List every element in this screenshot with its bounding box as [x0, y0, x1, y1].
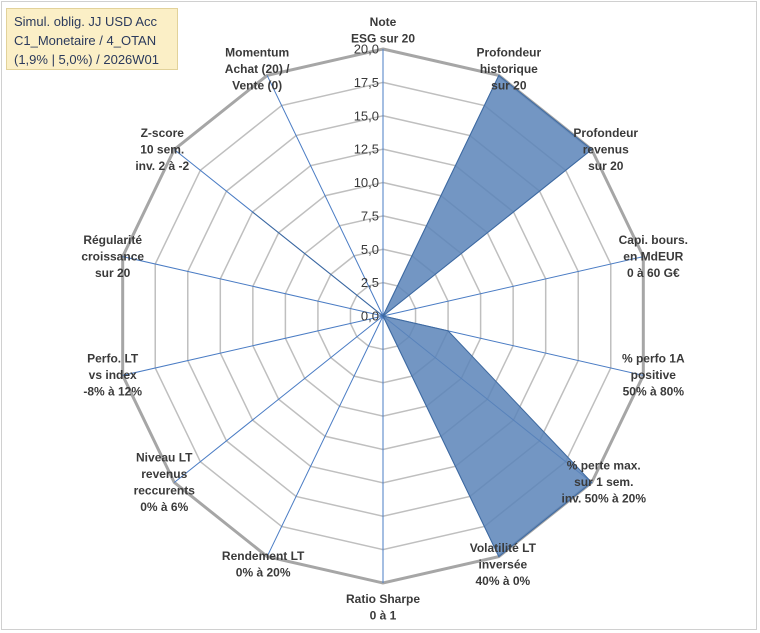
title-line-2: C1_Monetaire / 4_OTAN	[14, 33, 157, 48]
axis-label-7-line-0: Ratio Sharpe	[346, 592, 420, 606]
spoke-8	[266, 315, 384, 557]
axis-label-12-line-1: 10 sem.	[140, 142, 184, 156]
axis-label-13-line-1: Achat (20) /	[225, 62, 290, 76]
axis-label-6: Volatilité LT inversée 40% à 0%	[470, 541, 537, 588]
axis-label-11: Régularité croissance sur 20	[81, 233, 144, 280]
axis-label-4: % perfo 1A positive 50% à 80%	[622, 352, 685, 399]
tick-label-0: 0,0	[361, 309, 379, 324]
axis-label-13-line-2: Vente (0)	[232, 79, 282, 93]
tick-label-4: 10,0	[354, 175, 379, 190]
tick-label-7: 17,5	[354, 75, 379, 90]
axis-label-1-line-1: historique	[480, 62, 538, 76]
tick-label-3: 7,5	[361, 208, 379, 223]
radar-axis-labels: Note ESG sur 20 Profondeur historique sur 20…	[81, 15, 688, 623]
axis-label-13: Momentum Achat (20) / Vente (0)	[225, 46, 290, 93]
axis-label-9-line-1: revenus	[141, 467, 187, 481]
tick-label-1: 2,5	[361, 275, 379, 290]
axis-label-11-line-1: croissance	[81, 249, 144, 263]
axis-label-4-line-2: 50% à 80%	[623, 385, 685, 399]
axis-label-0-line-0: Note	[370, 15, 397, 29]
tick-label-8: 20,0	[354, 42, 379, 57]
axis-label-9-line-2: reccurents	[134, 483, 196, 497]
title-line-1: Simul. oblig. JJ USD Acc	[14, 14, 158, 29]
axis-label-0: Note ESG sur 20	[351, 15, 415, 46]
axis-label-10-line-1: vs index	[89, 368, 137, 382]
axis-label-12-line-0: Z-score	[141, 126, 185, 140]
axis-label-7: Ratio Sharpe 0 à 1	[346, 592, 420, 623]
spoke-3	[382, 256, 644, 317]
tick-label-2: 5,0	[361, 242, 379, 257]
axis-label-3-line-0: Capi. bours.	[619, 233, 688, 247]
axis-label-0-line-1: ESG sur 20	[351, 32, 415, 46]
radar-series	[252, 74, 593, 558]
axis-label-5-line-1: sur 1 sem.	[574, 475, 633, 489]
axis-label-10: Perfo. LT vs index -8% à 12%	[83, 352, 142, 399]
series-area	[252, 74, 593, 558]
axis-label-2-line-0: Profondeur	[573, 126, 638, 140]
axis-label-3: Capi. bours. en MdEUR 0 à 60 G€	[619, 233, 688, 280]
axis-label-6-line-2: 40% à 0%	[475, 574, 530, 588]
axis-label-7-line-1: 0 à 1	[370, 609, 397, 623]
spoke-10	[122, 315, 384, 376]
axis-label-2-line-1: revenus	[583, 142, 629, 156]
axis-label-4-line-0: % perfo 1A	[622, 352, 685, 366]
axis-label-6-line-0: Volatilité LT	[470, 541, 537, 555]
axis-label-3-line-2: 0 à 60 G€	[627, 266, 680, 280]
spoke-11	[122, 256, 384, 317]
axis-label-10-line-0: Perfo. LT	[87, 352, 139, 366]
axis-label-12-line-2: inv. 2 à -2	[135, 159, 189, 173]
axis-label-12: Z-score 10 sem. inv. 2 à -2	[135, 126, 189, 173]
axis-label-2: Profondeur revenus sur 20	[573, 126, 638, 173]
axis-label-5-line-0: % perte max.	[567, 459, 641, 473]
radar-tick-labels: 0,0 2,5 5,0 7,5 10,0 12,5 15,0 17,5 20,0	[354, 42, 379, 324]
axis-label-11-line-0: Régularité	[83, 233, 142, 247]
axis-label-5: % perte max. sur 1 sem. inv. 50% à 20%	[562, 459, 647, 506]
tick-label-6: 15,0	[354, 108, 379, 123]
axis-label-11-line-2: sur 20	[95, 266, 131, 280]
axis-label-8: Rendement LT 0% à 20%	[222, 549, 305, 580]
axis-label-3-line-1: en MdEUR	[623, 249, 683, 263]
axis-label-4-line-1: positive	[631, 368, 677, 382]
axis-label-10-line-2: -8% à 12%	[83, 385, 142, 399]
axis-label-9-line-0: Niveau LT	[136, 450, 193, 464]
axis-label-9: Niveau LT revenus reccurents 0% à 6%	[134, 450, 196, 513]
axis-label-6-line-1: inversée	[478, 557, 527, 571]
axis-label-8-line-0: Rendement LT	[222, 549, 305, 563]
spoke-13	[266, 75, 384, 317]
chart-title-box: Simul. oblig. JJ USD Acc C1_Monetaire / …	[6, 8, 178, 70]
axis-label-1-line-0: Profondeur	[477, 46, 542, 60]
tick-label-5: 12,5	[354, 142, 379, 157]
axis-label-5-line-2: inv. 50% à 20%	[562, 492, 647, 506]
axis-label-13-line-0: Momentum	[225, 46, 289, 60]
title-line-3: (1,9% | 5,0%) / 2026W01	[14, 52, 160, 67]
spoke-9	[173, 315, 384, 483]
axis-label-9-line-3: 0% à 6%	[140, 500, 188, 514]
axis-label-8-line-1: 0% à 20%	[236, 566, 291, 580]
axis-label-1-line-2: sur 20	[491, 79, 527, 93]
axis-label-2-line-2: sur 20	[588, 159, 624, 173]
axis-label-1: Profondeur historique sur 20	[477, 46, 542, 93]
